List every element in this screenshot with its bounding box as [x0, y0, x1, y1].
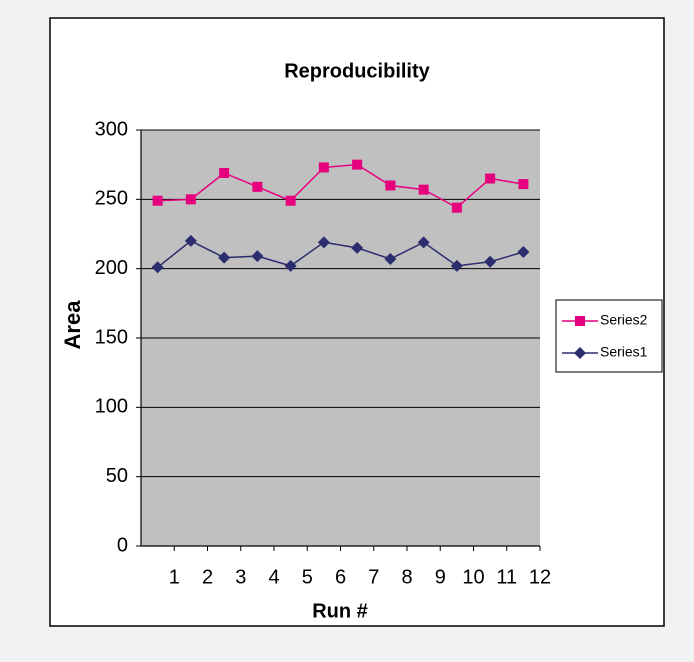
y-tick-label: 50	[106, 465, 128, 487]
marker	[251, 250, 264, 263]
x-tick-label: 1	[169, 566, 180, 588]
marker	[450, 259, 463, 272]
marker	[418, 184, 429, 195]
legend-label: Series1	[600, 344, 648, 360]
marker	[152, 195, 163, 206]
series-line	[157, 163, 524, 209]
marker	[317, 236, 330, 249]
marker	[384, 252, 397, 265]
legend-label: Series2	[600, 312, 648, 328]
marker	[518, 179, 529, 190]
y-tick-label: 200	[95, 257, 128, 279]
x-tick-label: 7	[368, 566, 379, 588]
marker	[574, 347, 586, 359]
marker	[351, 241, 364, 254]
x-tick-label: 6	[335, 566, 346, 588]
marker	[252, 181, 263, 192]
marker	[484, 255, 497, 268]
marker	[451, 202, 462, 213]
marker	[485, 173, 496, 184]
x-tick-label: 4	[268, 566, 279, 588]
marker	[385, 180, 396, 191]
marker	[517, 246, 530, 259]
marker	[184, 234, 197, 247]
series-line	[157, 240, 524, 268]
marker	[185, 194, 196, 205]
y-tick-label: 100	[95, 396, 128, 418]
y-tick-label: 0	[117, 534, 128, 556]
x-tick-label: 11	[496, 566, 517, 588]
marker	[575, 316, 585, 326]
marker	[284, 259, 297, 272]
marker	[218, 251, 231, 264]
y-tick-label: 250	[95, 188, 128, 210]
marker	[352, 159, 363, 170]
x-tick-label: 5	[302, 566, 313, 588]
marker	[417, 236, 430, 249]
x-tick-label: 2	[202, 566, 213, 588]
y-tick-label: 150	[95, 326, 128, 348]
x-tick-label: 8	[401, 566, 412, 588]
legend	[555, 299, 663, 373]
marker	[151, 261, 164, 274]
x-axis-title: Run #	[312, 600, 368, 622]
y-axis-title: Area	[60, 300, 85, 350]
marker	[219, 167, 230, 178]
marker	[318, 162, 329, 173]
x-tick-label: 9	[435, 566, 446, 588]
marker	[285, 195, 296, 206]
y-tick-label: 300	[95, 118, 128, 140]
x-tick-label: 3	[235, 566, 246, 588]
x-tick-label: 10	[462, 566, 484, 588]
x-tick-label: 12	[529, 566, 551, 588]
chart-title: Reproducibility	[284, 60, 430, 82]
